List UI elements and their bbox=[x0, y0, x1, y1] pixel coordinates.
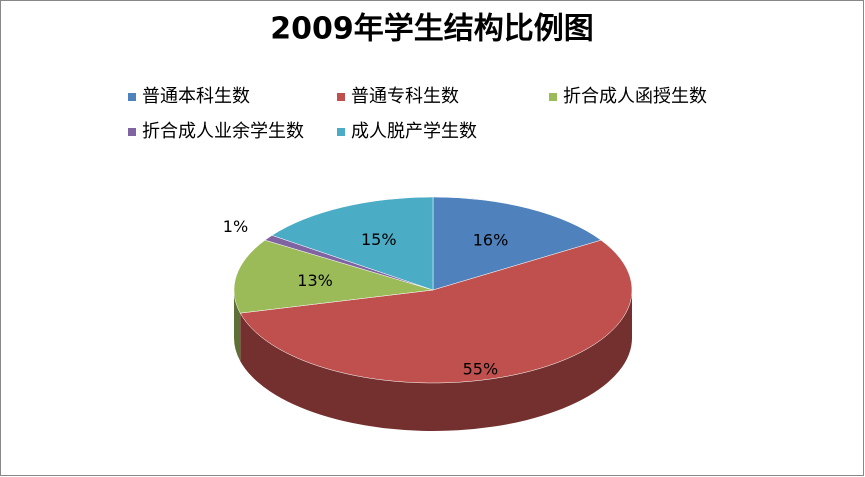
legend-label: 折合成人业余学生数 bbox=[142, 121, 304, 142]
legend-swatch bbox=[128, 93, 136, 101]
chart-title: 2009年学生结构比例图 bbox=[270, 12, 594, 47]
pie-slice-side bbox=[240, 290, 632, 432]
data-label: 1% bbox=[223, 217, 248, 236]
legend-label: 普通专科生数 bbox=[351, 86, 459, 107]
data-label: 16% bbox=[473, 231, 509, 250]
legend-swatch bbox=[337, 128, 345, 136]
pie-slice bbox=[239, 239, 633, 384]
pie-slice bbox=[432, 196, 602, 291]
legend-swatch bbox=[128, 128, 136, 136]
data-label: 13% bbox=[297, 271, 333, 290]
pie-slice-side bbox=[234, 290, 241, 362]
legend-swatch bbox=[549, 93, 557, 101]
legend-label: 普通本科生数 bbox=[142, 86, 250, 107]
legend-label: 成人脱产学生数 bbox=[351, 121, 477, 142]
data-label: 15% bbox=[361, 230, 397, 249]
pie-slice bbox=[233, 239, 434, 314]
legend-label: 折合成人函授生数 bbox=[563, 86, 707, 107]
legend-swatch bbox=[337, 93, 345, 101]
pie-slice bbox=[271, 196, 434, 291]
data-label: 55% bbox=[463, 360, 499, 379]
